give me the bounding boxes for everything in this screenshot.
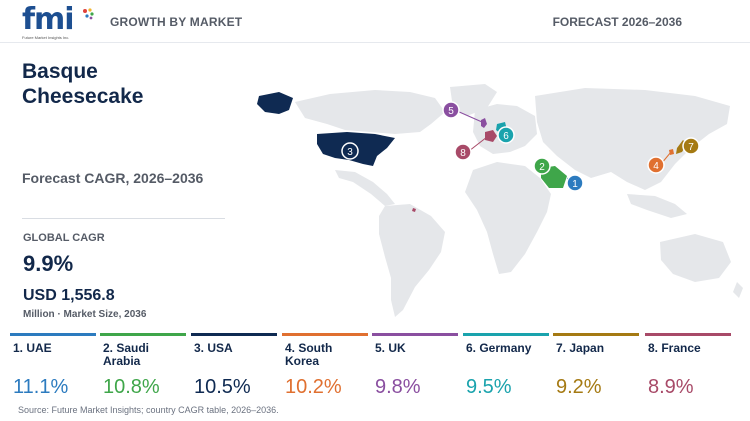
marker-8[interactable]: 8	[454, 143, 472, 161]
card-accent-bar	[282, 333, 368, 336]
card-cagr-value: 10.5%	[194, 376, 251, 398]
card-accent-bar	[463, 333, 549, 336]
card-uae[interactable]: 1. UAE 11.1%	[10, 333, 96, 403]
card-country-name: 7. Japan	[556, 341, 605, 355]
card-country-name: 8. France	[648, 341, 701, 355]
title-line-2: Cheesecake	[22, 85, 144, 108]
card-country-name: 4. South Korea	[285, 341, 333, 368]
land-africa	[465, 162, 551, 274]
land-south-america	[379, 204, 445, 317]
country-france[interactable]	[485, 130, 497, 142]
logo-dots-icon	[83, 8, 94, 20]
card-uk[interactable]: 5. UK 9.8%	[372, 333, 458, 403]
land-central-america	[335, 170, 395, 206]
card-country-name: 1. UAE	[13, 341, 52, 355]
leader-line-france	[468, 136, 488, 152]
marker-4-label: 4	[653, 161, 659, 172]
country-uk[interactable]	[481, 118, 487, 128]
card-country-name: 2. Saudi Arabia	[103, 341, 150, 368]
marker-2-label: 2	[539, 162, 545, 173]
marker-1[interactable]: 1	[566, 174, 584, 192]
marker-4[interactable]: 4	[647, 156, 665, 174]
divider	[22, 218, 225, 219]
marker-8-label: 8	[460, 148, 466, 159]
page-title: Basque Cheesecake	[22, 59, 212, 109]
card-country-name: 3. USA	[194, 341, 233, 355]
land-new-zealand	[733, 282, 743, 298]
page-subtitle: Forecast CAGR, 2026–2036	[22, 170, 204, 186]
card-accent-bar	[553, 333, 639, 336]
card-accent-bar	[372, 333, 458, 336]
marker-2[interactable]: 2	[533, 157, 551, 175]
card-country-name: 6. Germany	[466, 341, 532, 355]
marker-3-label: 3	[347, 147, 353, 158]
card-france[interactable]: 8. France 8.9%	[645, 333, 731, 403]
land-north-america	[295, 90, 445, 134]
market-size-value: USD 1,556.8	[23, 287, 115, 304]
section-label: GROWTH BY MARKET	[110, 15, 243, 29]
land-southeast-asia	[627, 194, 687, 218]
card-cagr-value: 10.2%	[285, 376, 342, 398]
card-cagr-value: 9.2%	[556, 376, 602, 398]
marker-6[interactable]: 6	[497, 126, 515, 144]
land-australia	[660, 234, 731, 282]
marker-5[interactable]: 5	[442, 101, 460, 119]
card-germany[interactable]: 6. Germany 9.5%	[463, 333, 549, 403]
card-accent-bar	[10, 333, 96, 336]
logo-wordmark: fmi	[22, 2, 75, 37]
marker-5-label: 5	[448, 106, 454, 117]
card-cagr-value: 9.8%	[375, 376, 421, 398]
card-cagr-value: 8.9%	[648, 376, 694, 398]
card-cagr-value: 11.1%	[13, 376, 69, 398]
land-masses	[295, 84, 743, 317]
marker-7-label: 7	[688, 142, 694, 153]
global-cagr-label: GLOBAL CAGR	[23, 232, 105, 244]
marker-1-label: 1	[572, 179, 578, 190]
land-asia	[535, 88, 730, 190]
card-accent-bar	[191, 333, 277, 336]
country-usa-hawaii	[412, 208, 416, 212]
card-cagr-value: 9.5%	[466, 376, 512, 398]
marker-3[interactable]: 3	[341, 142, 359, 160]
country-cards: 1. UAE 11.1% 2. Saudi Arabia 10.8% 3. US…	[10, 333, 742, 403]
card-accent-bar	[100, 333, 186, 336]
card-cagr-value: 10.8%	[103, 376, 160, 398]
card-accent-bar	[645, 333, 731, 336]
country-usa-alaska[interactable]	[257, 92, 293, 114]
world-map-svg: 3 5 8 6 2 1 4 7	[257, 84, 743, 317]
card-south-korea[interactable]: 4. South Korea 10.2%	[282, 333, 368, 403]
world-map: 3 5 8 6 2 1 4 7	[235, 82, 750, 327]
marker-6-label: 6	[503, 131, 509, 142]
card-usa[interactable]: 3. USA 10.5%	[191, 333, 277, 403]
card-saudi-arabia[interactable]: 2. Saudi Arabia 10.8%	[100, 333, 186, 403]
title-line-1: Basque	[22, 60, 98, 83]
fmi-logo[interactable]: fmi Future Market Insights Inc.	[22, 2, 94, 40]
leader-line-uk	[456, 110, 483, 123]
card-japan[interactable]: 7. Japan 9.2%	[553, 333, 639, 403]
market-size-caption: Million · Market Size, 2036	[23, 309, 147, 320]
header-bar: fmi Future Market Insights Inc. GROWTH B…	[0, 0, 750, 43]
card-country-name: 5. UK	[375, 341, 406, 355]
global-cagr-value: 9.9%	[23, 251, 74, 276]
forecast-label: FORECAST 2026–2036	[552, 15, 682, 29]
logo-tagline: Future Market Insights Inc.	[22, 35, 70, 40]
source-note: Source: Future Market Insights; country …	[18, 405, 279, 415]
marker-7[interactable]: 7	[682, 137, 700, 155]
